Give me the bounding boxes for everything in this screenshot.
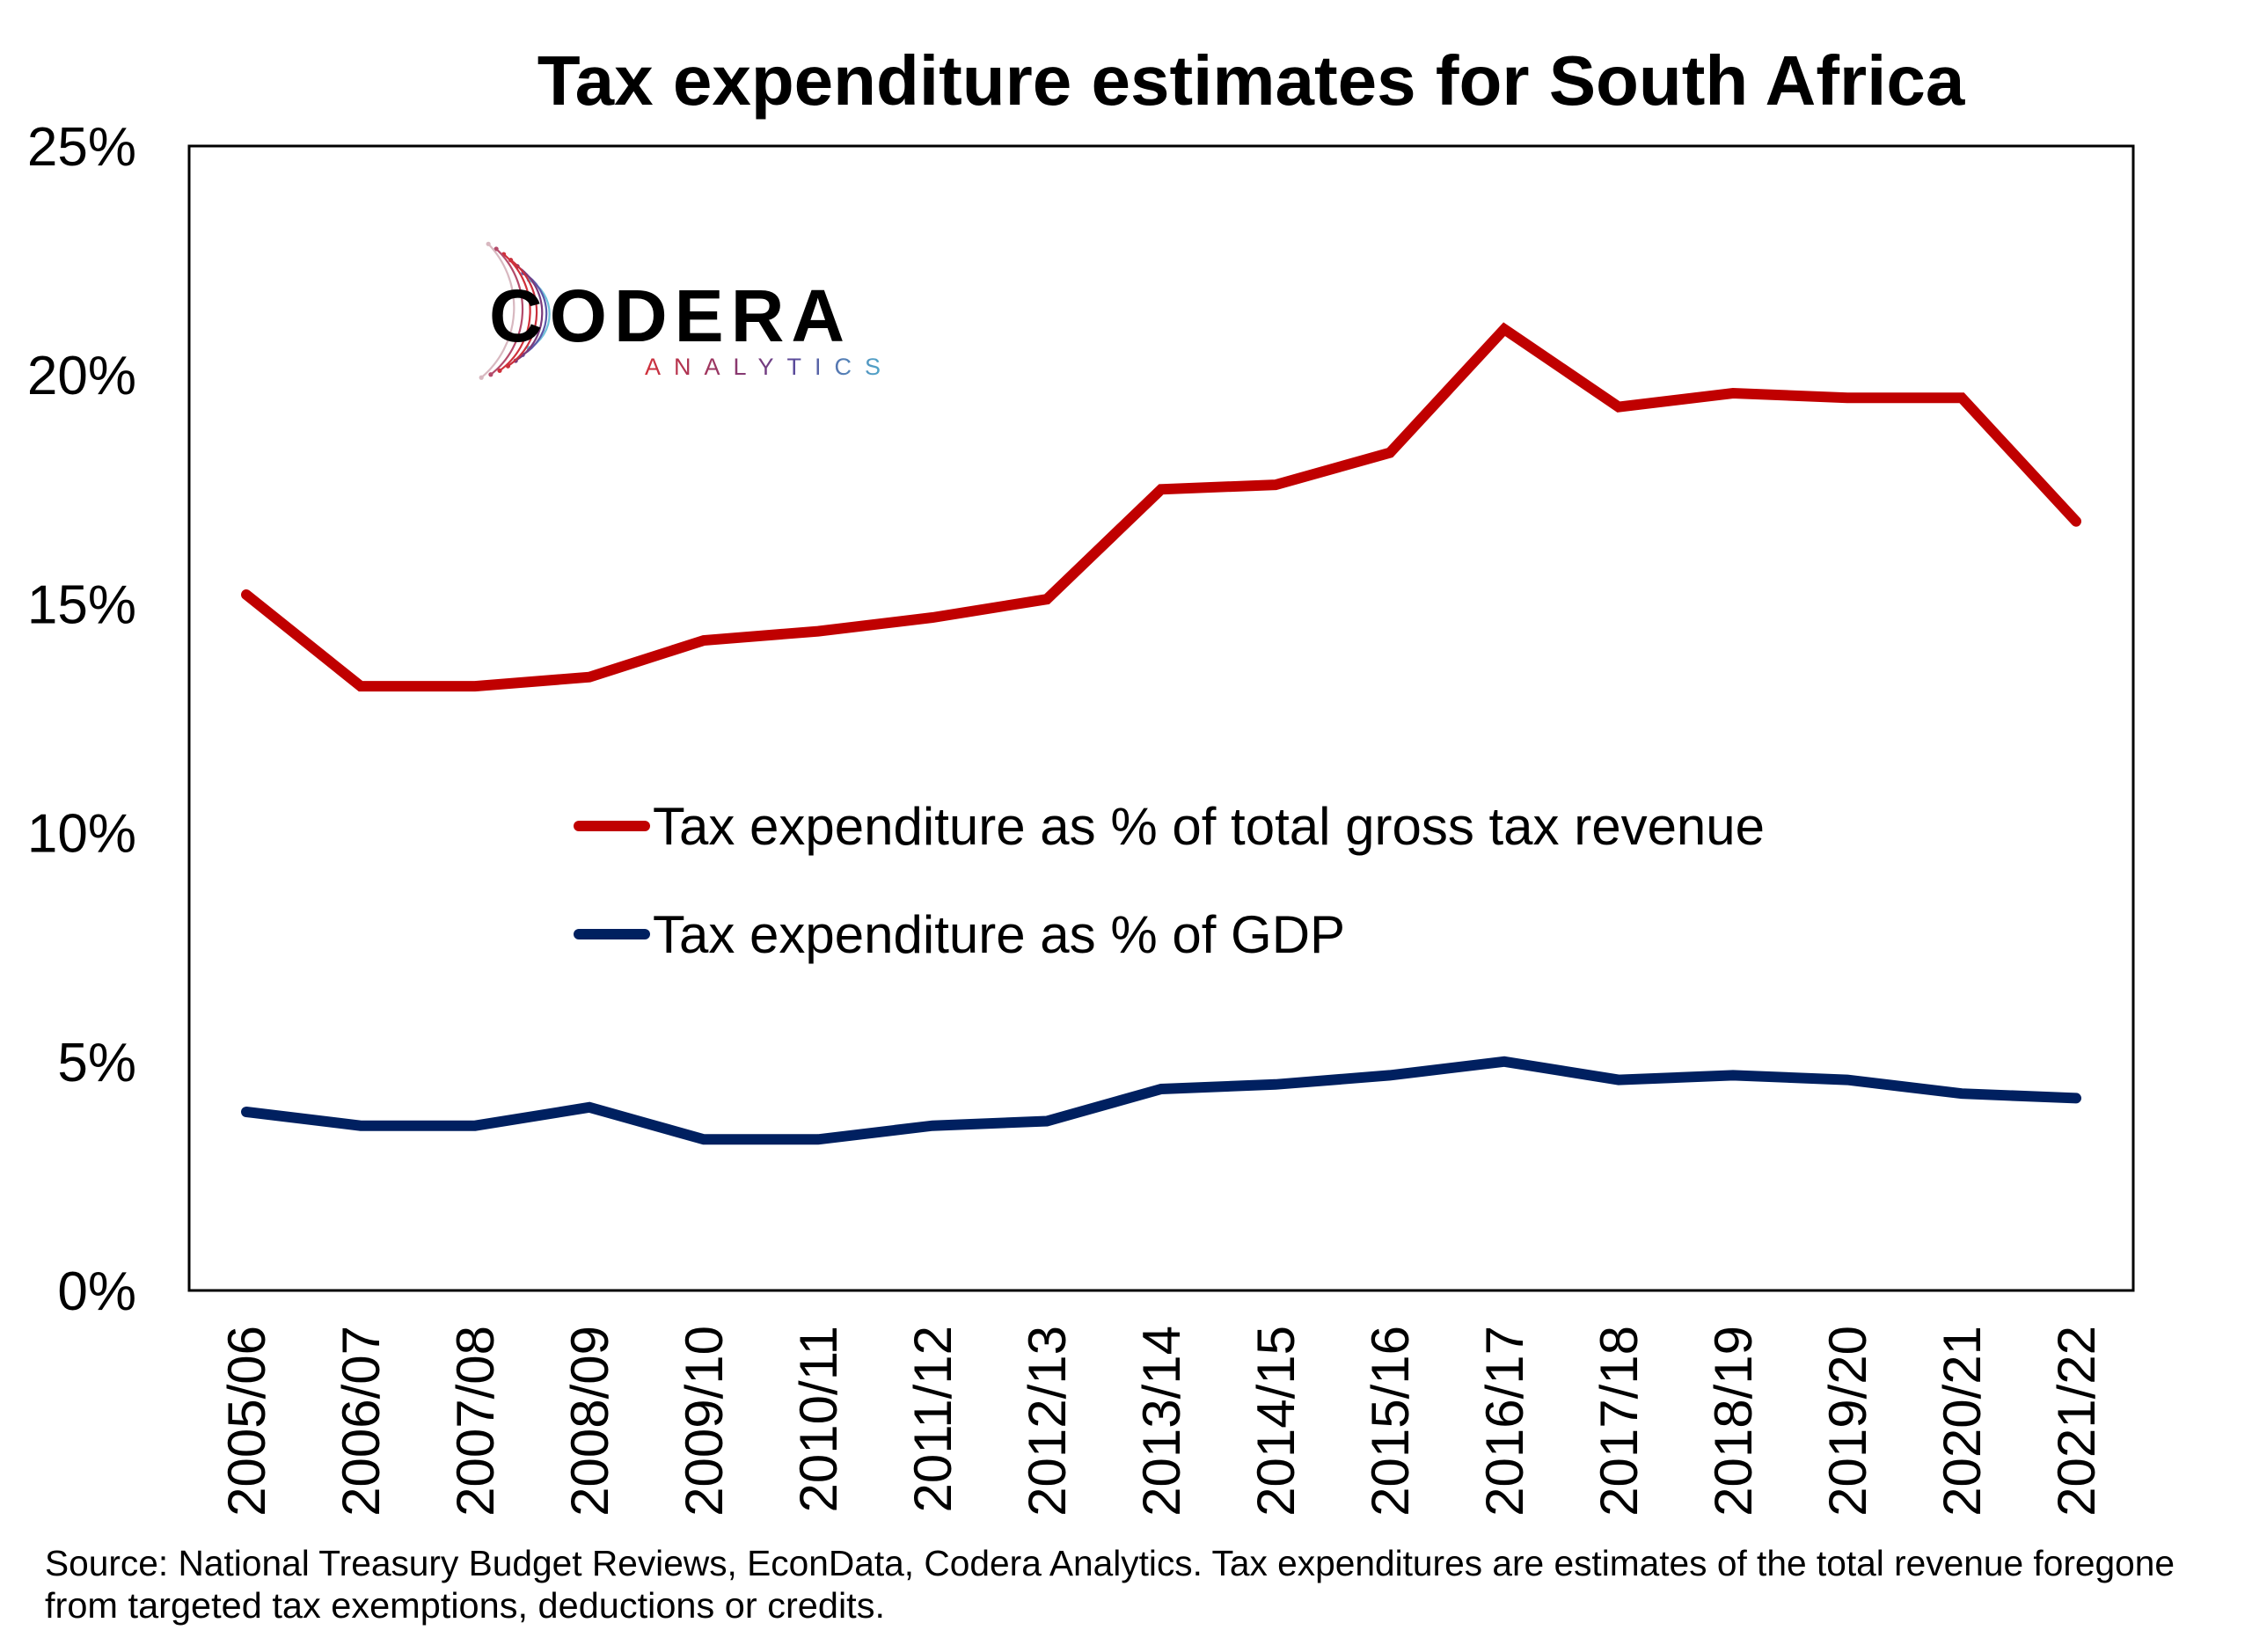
logo-arc-dot [479, 375, 484, 380]
x-tick-label: 2019/20 [1818, 1326, 1877, 1517]
logo-subtitle: ANALYTICS [645, 354, 894, 380]
logo-arc-dot [494, 246, 499, 252]
logo-arc-dot [497, 368, 502, 373]
legend-label-gdp: Tax expenditure as % of GDP [653, 905, 1345, 964]
chart-title: Tax expenditure estimates for South Afri… [537, 41, 1965, 120]
source-note: Source: National Treasury Budget Reviews… [45, 1543, 2175, 1626]
y-tick-label: 25% [27, 117, 136, 178]
x-tick-label: 2011/12 [903, 1326, 962, 1512]
x-tick-label: 2008/09 [560, 1326, 619, 1517]
x-tick-label: 2014/15 [1247, 1326, 1305, 1517]
x-tick-label: 2005/06 [217, 1326, 276, 1517]
y-axis: 0% 5% 10% 15% 20% 25% [27, 117, 136, 1322]
logo-arc [480, 243, 515, 379]
legend: Tax expenditure as % of total gross tax … [574, 797, 1765, 964]
circuit-arc-icon [479, 241, 551, 380]
x-tick-label: 2013/14 [1132, 1326, 1191, 1517]
x-tick-label: 2009/10 [675, 1326, 734, 1517]
x-tick-label: 2017/18 [1590, 1326, 1649, 1517]
plot-area [187, 144, 2135, 1292]
logo-arc-dot [488, 372, 494, 377]
logo-arc-dot [486, 241, 491, 246]
y-tick-label: 20% [27, 346, 136, 406]
y-tick-label: 5% [57, 1033, 136, 1093]
x-tick-label: 2018/19 [1704, 1326, 1763, 1517]
x-tick-label: 2020/21 [1933, 1326, 1992, 1517]
legend-label-revenue: Tax expenditure as % of total gross tax … [653, 797, 1765, 856]
source-line-1: Source: National Treasury Budget Reviews… [45, 1543, 2175, 1583]
x-tick-label: 2006/07 [332, 1326, 391, 1517]
y-tick-label: 0% [57, 1261, 136, 1322]
x-tick-label: 2012/13 [1018, 1326, 1077, 1517]
x-tick-label: 2007/08 [446, 1326, 505, 1517]
x-tick-label: 2016/17 [1475, 1326, 1534, 1517]
logo-arc [507, 259, 538, 368]
logo-arc [499, 253, 531, 372]
series-line-revenue [241, 322, 2081, 692]
logo-arc [522, 272, 548, 356]
logo-wordmark: CODERA [489, 274, 852, 357]
x-axis: 2005/06 2006/07 2007/08 2008/09 2009/10 2010/… [217, 1326, 2106, 1517]
series-lines [241, 322, 2081, 1145]
logo-arc [515, 265, 544, 362]
x-tick-label: 2021/22 [2047, 1326, 2106, 1517]
y-tick-label: 10% [27, 804, 136, 865]
series-line-gdp [241, 1056, 2081, 1145]
x-tick-label: 2015/16 [1361, 1326, 1420, 1517]
codera-logo: CODERA ANALYTICS [479, 241, 894, 380]
logo-arc [490, 248, 524, 376]
x-tick-label: 2010/11 [789, 1326, 848, 1512]
source-line-2: from targeted tax exemptions, deductions… [45, 1585, 885, 1626]
y-tick-label: 15% [27, 574, 136, 635]
